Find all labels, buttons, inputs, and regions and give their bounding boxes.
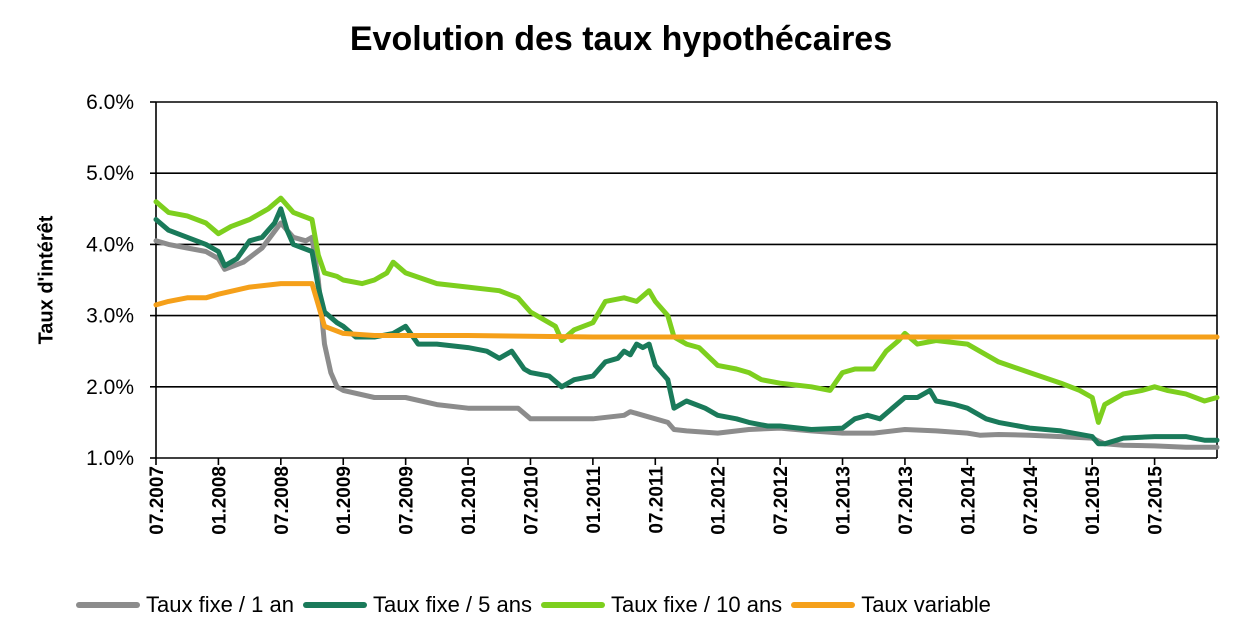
x-tick-label: 01.2011 (584, 466, 605, 534)
x-tick-label: 07.2010 (521, 466, 542, 535)
x-tick-label: 01.2010 (459, 466, 480, 535)
series-line-4 (153, 281, 1220, 340)
legend-item-5ans: Taux fixe / 5 ans (302, 592, 532, 618)
y-tick-label: 6.0% (86, 91, 134, 114)
y-tick-label: 5.0% (86, 162, 134, 185)
x-tick-label: 01.2009 (334, 466, 355, 535)
chart-plot: 1.0% 2.0% 3.0% 4.0% 5.0% 6.0% 07.2007 01.2008 07… (86, 91, 1220, 535)
series-line-2 (153, 206, 1220, 447)
x-tick-label: 01.2014 (958, 466, 979, 535)
legend-swatch-10ans (540, 602, 605, 608)
legend: Taux fixe / 1 an Taux fixe / 5 ans Taux … (76, 592, 1000, 618)
y-tick-label: 3.0% (86, 305, 134, 328)
legend-label-5ans: Taux fixe / 5 ans (372, 592, 532, 617)
legend-label-1an: Taux fixe / 1 an (146, 592, 294, 617)
x-tick-label: 07.2009 (397, 466, 418, 535)
chart-title: Evolution des taux hypothécaires (349, 20, 893, 58)
x-tick-label: 01.2012 (709, 466, 730, 535)
legend-item-variable: Taux variable (791, 592, 991, 618)
series-line-3 (153, 195, 1220, 425)
x-tick-label: 07.2015 (1146, 466, 1167, 535)
legend-swatch-1an (76, 602, 140, 608)
x-tick-label: 07.2008 (272, 466, 293, 535)
x-tick-label: 07.2014 (1021, 466, 1042, 535)
legend-label-variable: Taux variable (861, 592, 991, 617)
x-tick-label: 01.2013 (834, 466, 855, 535)
x-tick-label: 01.2008 (209, 466, 230, 535)
legend-swatch-5ans (302, 602, 367, 608)
x-tick-label: 07.2013 (896, 466, 917, 535)
y-tick-label: 1.0% (86, 447, 134, 470)
y-tick-label: 4.0% (86, 233, 134, 256)
x-tick-label: 07.2011 (646, 466, 667, 534)
x-tick-label: 01.2015 (1083, 466, 1104, 535)
legend-swatch-variable (791, 602, 856, 608)
legend-label-10ans: Taux fixe / 10 ans (610, 592, 783, 617)
y-tick-label: 2.0% (86, 376, 134, 399)
legend-item-1an: Taux fixe / 1 an (76, 592, 294, 618)
legend-item-10ans: Taux fixe / 10 ans (540, 592, 783, 618)
x-tick-label: 07.2007 (147, 466, 168, 535)
x-tick-label: 07.2012 (771, 466, 792, 535)
